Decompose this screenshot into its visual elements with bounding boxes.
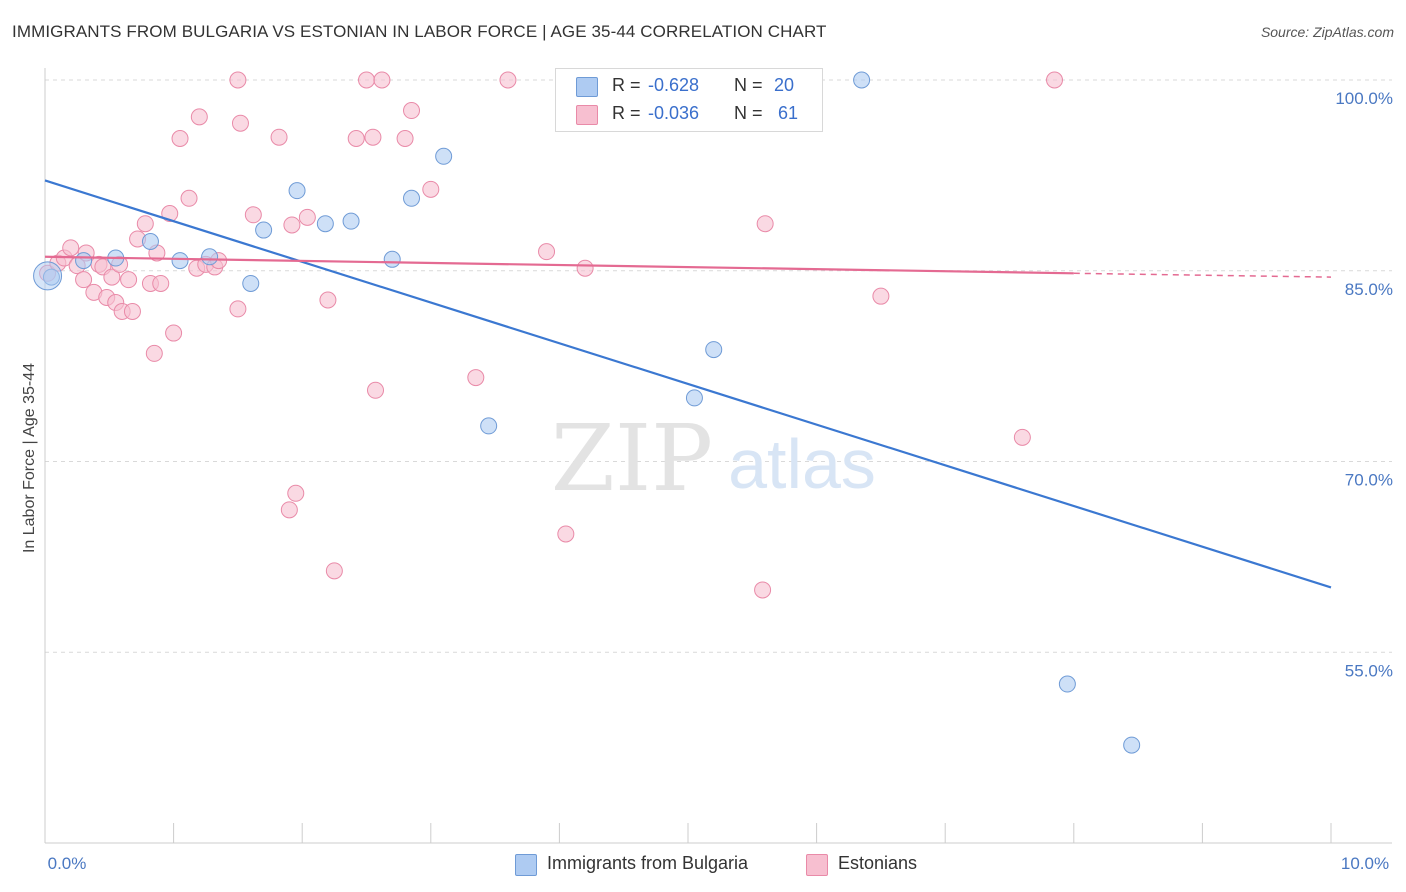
bulgaria-point [242, 274, 260, 292]
estonians-point [280, 501, 298, 519]
estonians-point [499, 71, 517, 89]
estonians-point [136, 215, 154, 233]
estonians-point [123, 302, 141, 320]
estonians-point [287, 484, 305, 502]
legend-swatch-blue [576, 77, 598, 97]
bulgaria-trend-line [44, 179, 1332, 589]
bulgaria-point [255, 221, 273, 239]
series-legend: Immigrants from Bulgaria Estonians [0, 852, 1406, 878]
legend-n-value: 61 [778, 103, 799, 123]
bulgaria-point [435, 147, 453, 165]
legend-n-value: 20 [774, 75, 795, 95]
estonians-point [319, 291, 337, 309]
estonians-point [1046, 71, 1064, 89]
legend-label-bulgaria: Immigrants from Bulgaria [547, 853, 749, 873]
bulgaria-point [75, 252, 93, 270]
bulgaria-point [171, 252, 189, 270]
estonians-point [180, 189, 198, 207]
legend-swatch-pink [576, 105, 598, 125]
estonians-point [576, 259, 594, 277]
legend-r-label: R = [612, 75, 641, 95]
estonians-point [229, 300, 247, 318]
estonians-point [75, 271, 93, 289]
axes [44, 68, 1392, 844]
estonians-point [367, 381, 385, 399]
estonians-trend-extension [1073, 272, 1332, 278]
bulgaria-point [403, 189, 421, 207]
estonians-point [229, 71, 247, 89]
estonians-point [364, 128, 382, 146]
bulgaria-point [141, 233, 159, 251]
estonians-point [298, 208, 316, 226]
estonians-point [103, 268, 121, 286]
legend-r-value: -0.628 [648, 75, 700, 95]
estonians-point [325, 562, 343, 580]
tick-labels: 100.0% 85.0% 70.0% 55.0% 0.0% 10.0% [48, 89, 1393, 873]
bulgaria-point [480, 417, 498, 435]
legend-swatch-blue [515, 854, 537, 876]
bulgaria-point [383, 250, 401, 268]
bulgaria-point [316, 215, 334, 233]
watermark-atlas: atlas [728, 425, 876, 503]
legend-n-label: N = [734, 75, 763, 95]
chart-source: Source: ZipAtlas.com [1260, 24, 1394, 40]
chart-title: IMMIGRANTS FROM BULGARIA VS ESTONIAN IN … [12, 22, 827, 41]
estonians-point [231, 114, 249, 132]
watermark-zip: ZIP [551, 405, 713, 512]
estonians-point [152, 274, 170, 292]
estonians-point [467, 369, 485, 387]
bulgaria-point [201, 248, 219, 266]
bulgaria-point [1123, 736, 1141, 754]
legend-swatch-pink [806, 854, 828, 876]
x-tick-label: 0.0% [48, 854, 87, 873]
bulgaria-point [342, 212, 360, 230]
legend-label-estonians: Estonians [838, 853, 918, 873]
estonians-point [120, 271, 138, 289]
data-points [33, 71, 1141, 754]
bulgaria-point [685, 389, 703, 407]
y-tick-label: 85.0% [1345, 280, 1393, 299]
legend-r-value: -0.036 [648, 103, 700, 123]
estonians-point [283, 216, 301, 234]
y-tick-label: 100.0% [1335, 89, 1393, 108]
trend-lines [44, 179, 1332, 589]
watermark: ZIP atlas [551, 405, 876, 512]
estonians-point [538, 243, 556, 261]
estonians-point [244, 206, 262, 224]
y-tick-label: 70.0% [1345, 471, 1393, 490]
bulgaria-point [33, 261, 63, 291]
estonians-point [422, 180, 440, 198]
estonians-point [557, 525, 575, 543]
estonians-point [373, 71, 391, 89]
gridlines [45, 79, 1392, 653]
x-tick-label: 10.0% [1341, 854, 1389, 873]
estonians-point [62, 239, 80, 257]
estonians-point [403, 102, 421, 120]
legend-r-label: R = [612, 103, 641, 123]
estonians-point [270, 128, 288, 146]
bulgaria-point [288, 182, 306, 200]
estonians-point [396, 129, 414, 147]
estonians-point [190, 108, 208, 126]
estonians-point [756, 215, 774, 233]
estonians-point [145, 344, 163, 362]
estonians-point [1013, 428, 1031, 446]
estonians-point [358, 71, 375, 89]
bulgaria-point [705, 341, 723, 359]
legend-row-bulgaria: R = -0.628 N = 20 [556, 73, 822, 101]
estonians-point [754, 581, 772, 599]
estonians-point [347, 129, 365, 147]
legend-row-estonians: R = -0.036 N = 61 [556, 101, 822, 129]
legend-n-label: N = [734, 103, 763, 123]
stats-legend: R = -0.628 N = 20 R = -0.036 N = 61 [555, 68, 823, 132]
bulgaria-point [1058, 675, 1076, 693]
y-tick-label: 55.0% [1345, 661, 1393, 680]
bulgaria-point [853, 71, 871, 89]
estonians-point [165, 324, 183, 342]
estonians-point [872, 287, 890, 305]
estonians-point [171, 129, 189, 147]
estonians-trend-line [44, 255, 1074, 275]
